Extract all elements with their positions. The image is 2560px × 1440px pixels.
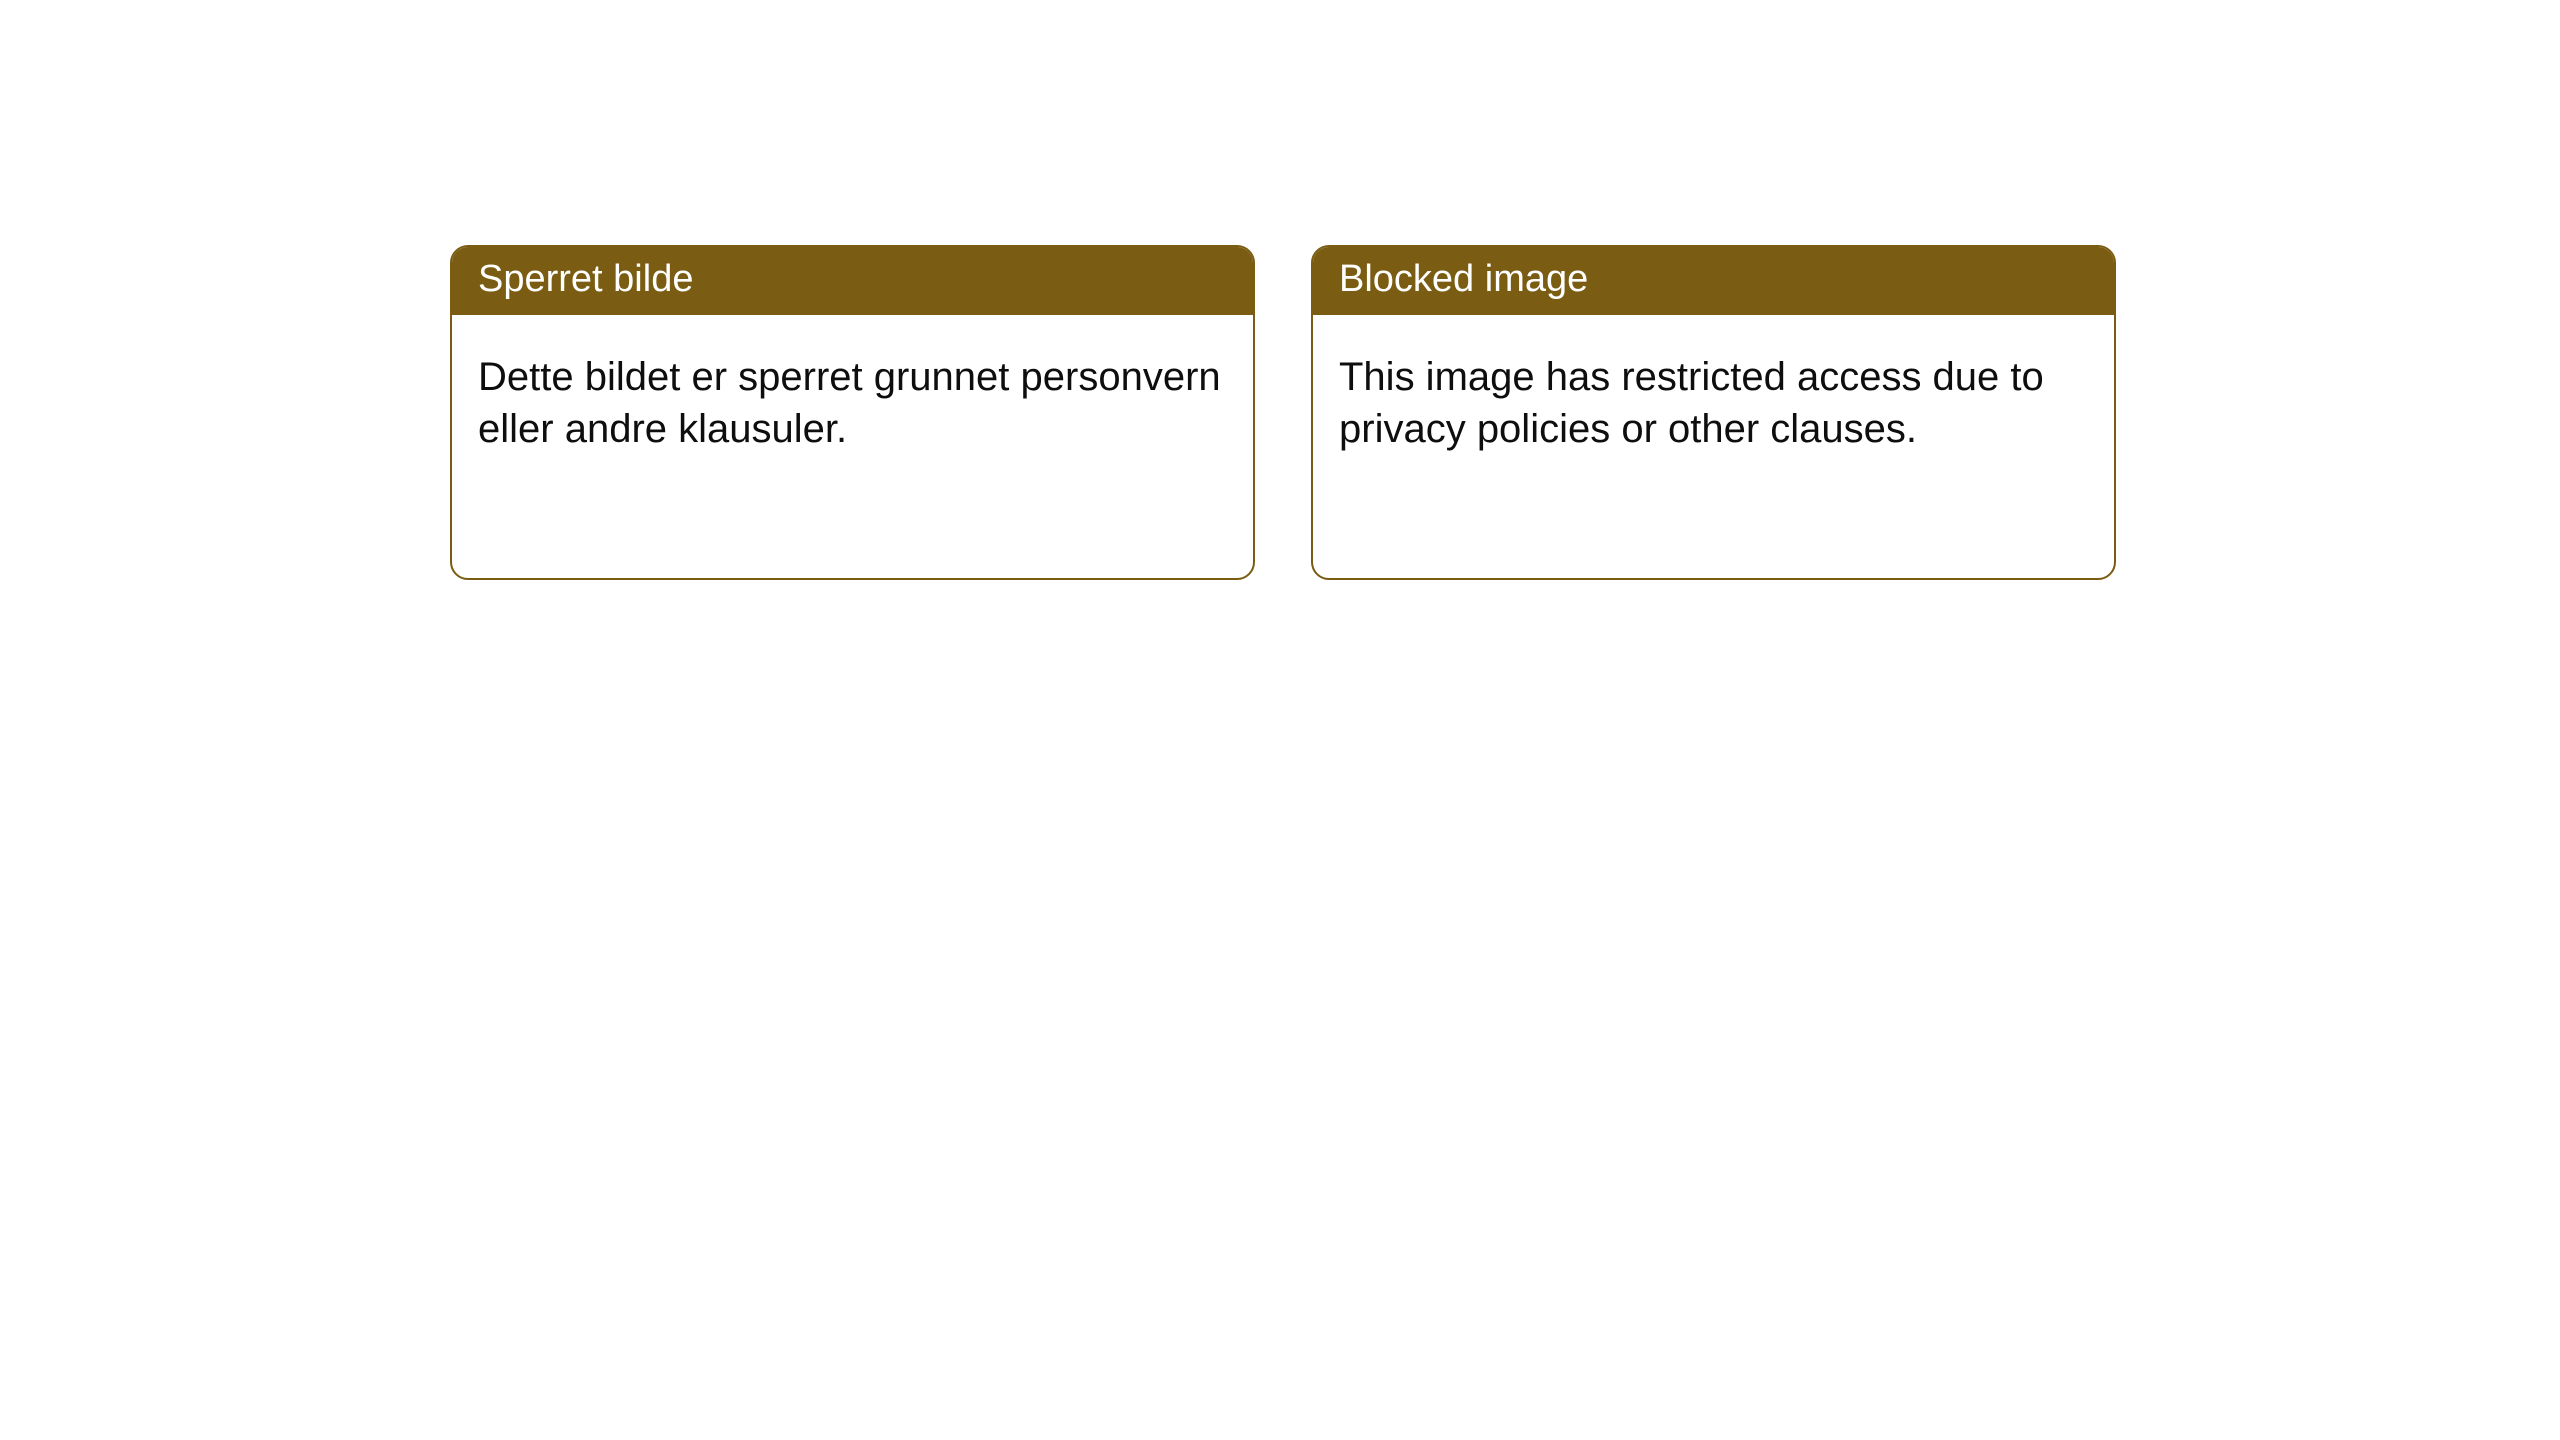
notice-card-norwegian: Sperret bilde Dette bildet er sperret gr… xyxy=(450,245,1255,580)
notice-card-english: Blocked image This image has restricted … xyxy=(1311,245,2116,580)
notice-container: Sperret bilde Dette bildet er sperret gr… xyxy=(0,0,2560,580)
notice-body-english: This image has restricted access due to … xyxy=(1313,315,2114,491)
notice-header-norwegian: Sperret bilde xyxy=(452,247,1253,315)
notice-header-english: Blocked image xyxy=(1313,247,2114,315)
notice-body-norwegian: Dette bildet er sperret grunnet personve… xyxy=(452,315,1253,491)
